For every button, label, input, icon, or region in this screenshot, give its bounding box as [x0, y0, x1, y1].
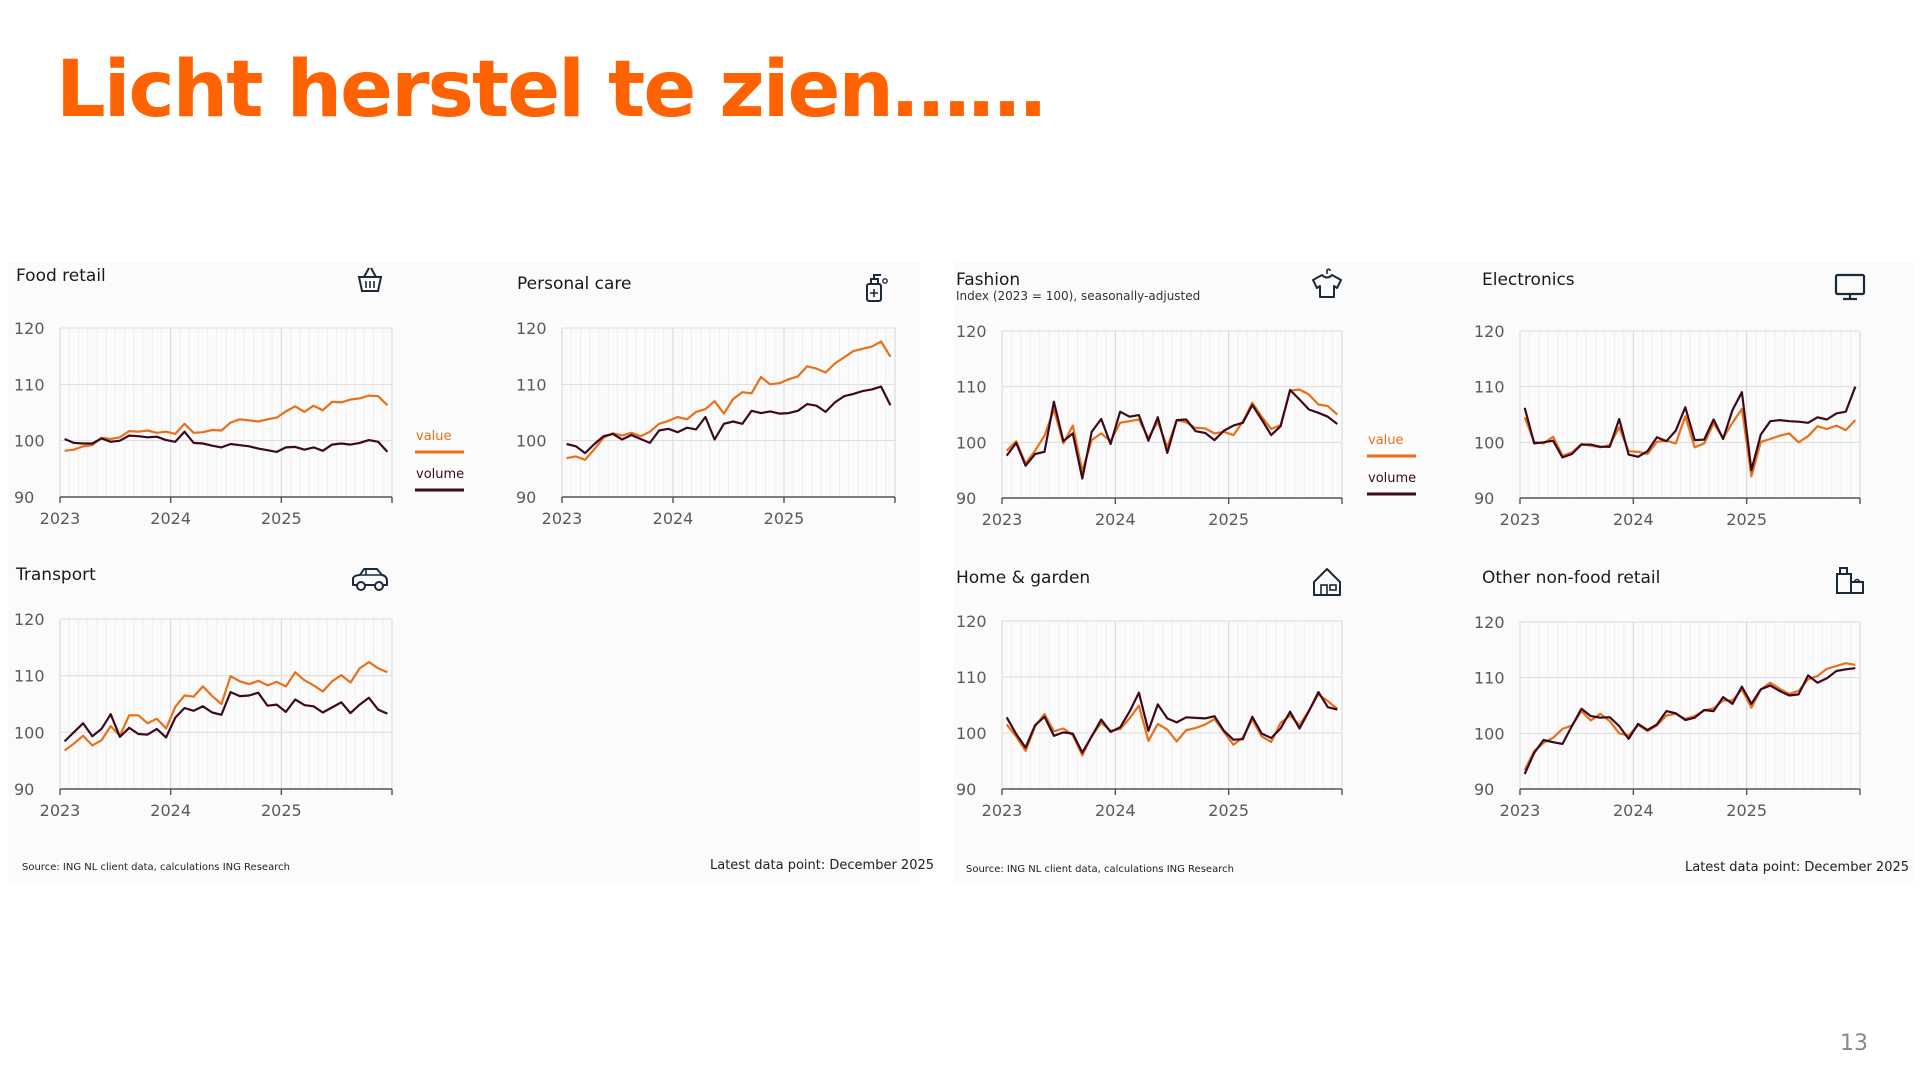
chart-home-garden: Home & garden 90 100 110 120 2023 2024 2025	[956, 568, 1343, 820]
legend-value-label: value	[416, 429, 452, 444]
y-tick-label: 120	[1474, 322, 1505, 341]
x-tick-label: 2023	[542, 509, 583, 528]
y-tick-label: 120	[14, 319, 45, 338]
y-tick-label: 110	[1474, 669, 1505, 688]
source-note-right: Source: ING NL client data, calculations…	[966, 864, 1234, 875]
y-tick-label: 100	[14, 432, 45, 451]
y-tick-label: 120	[516, 319, 547, 338]
x-tick-label: 2025	[1726, 510, 1767, 529]
x-tick-label: 2024	[1613, 510, 1654, 529]
sanitizer-icon	[866, 274, 888, 302]
legend-volume-label: volume	[416, 467, 464, 482]
x-tick-label: 2024	[1095, 510, 1136, 529]
x-tick-label: 2024	[653, 509, 694, 528]
slide-title: Licht herstel te zien……	[56, 45, 1046, 135]
x-tick-label: 2025	[261, 509, 302, 528]
chart-title: Transport	[15, 565, 96, 585]
x-tick-label: 2024	[1613, 801, 1654, 820]
right-panel-background	[954, 262, 1914, 884]
source-note-left: Source: ING NL client data, calculations…	[22, 862, 290, 873]
y-tick-label: 120	[1474, 613, 1505, 632]
car-icon	[352, 568, 388, 591]
y-tick-label: 90	[956, 489, 976, 508]
y-tick-label: 110	[516, 375, 547, 394]
x-tick-label: 2024	[150, 509, 191, 528]
y-tick-label: 100	[1474, 724, 1505, 743]
y-tick-label: 110	[14, 667, 45, 686]
y-tick-label: 100	[956, 724, 987, 743]
shirt-icon	[1312, 268, 1342, 298]
latest-data-note-right: Latest data point: December 2025	[1685, 860, 1910, 875]
chart-title: Home & garden	[956, 568, 1090, 588]
x-tick-label: 2023	[40, 509, 81, 528]
legend-value-label: value	[1368, 433, 1404, 448]
x-tick-label: 2025	[1726, 801, 1767, 820]
x-tick-label: 2025	[1208, 801, 1249, 820]
monitor-icon	[1834, 273, 1866, 301]
basket-icon	[357, 267, 383, 292]
y-tick-label: 100	[516, 432, 547, 451]
y-tick-label: 90	[516, 488, 536, 507]
x-tick-label: 2023	[1500, 801, 1541, 820]
chart-title: Electronics	[1482, 270, 1575, 290]
x-tick-label: 2025	[764, 509, 805, 528]
y-tick-label: 90	[956, 780, 976, 799]
y-tick-label: 100	[14, 723, 45, 742]
y-tick-label: 90	[14, 488, 34, 507]
chart-transport: Transport 90 100 110 120 2023 2024 2025	[14, 565, 393, 820]
y-tick-label: 120	[956, 322, 987, 341]
series-line-volume	[63, 691, 388, 743]
y-tick-label: 110	[14, 375, 45, 394]
x-tick-label: 2023	[40, 801, 81, 820]
legend-volume-label: volume	[1368, 471, 1416, 486]
series-line-volume	[1523, 386, 1857, 472]
series-line-value	[64, 394, 389, 452]
page-number: 13	[1840, 1031, 1868, 1056]
y-tick-label: 90	[1474, 780, 1494, 799]
y-tick-label: 120	[956, 612, 987, 631]
chart-other-non-food-retail: Other non-food retail 90 100 110 120 2023 2024…	[1474, 567, 1864, 820]
chart-title: Fashion	[956, 270, 1020, 290]
latest-data-note-left: Latest data point: December 2025	[710, 858, 935, 873]
chart-electronics: Electronics 90 100 110 120 2023 2024 2025	[1474, 270, 1866, 529]
series-line-volume	[64, 430, 389, 453]
y-tick-label: 110	[1474, 378, 1505, 397]
series-line-value	[566, 340, 892, 461]
series-line-value	[1005, 693, 1338, 757]
chart-personal-care: Personal care 90 100 110 120 2023 2024 2025	[516, 274, 896, 528]
series-line-volume	[1005, 388, 1338, 480]
x-tick-label: 2023	[982, 510, 1023, 529]
x-tick-label: 2025	[261, 801, 302, 820]
y-tick-label: 110	[956, 378, 987, 397]
series-line-volume	[1005, 691, 1338, 754]
left-panel-background	[8, 262, 920, 884]
chart-food-retail: Food retail 90 100 110 120 2023 2024 2025 value v…	[14, 266, 464, 528]
series-line-volume	[566, 385, 892, 455]
chart-title: Personal care	[517, 274, 632, 294]
chart-subtitle: Index (2023 = 100), seasonally-adjusted	[956, 289, 1200, 303]
y-tick-label: 100	[1474, 433, 1505, 452]
shopping-bag-icon	[1836, 567, 1864, 594]
y-tick-label: 120	[14, 610, 45, 629]
y-tick-label: 90	[1474, 489, 1494, 508]
x-tick-label: 2023	[982, 801, 1023, 820]
x-tick-label: 2024	[150, 801, 191, 820]
x-tick-label: 2025	[1208, 510, 1249, 529]
chart-title: Food retail	[16, 266, 106, 286]
series-line-volume	[1523, 667, 1856, 775]
y-tick-label: 100	[956, 433, 987, 452]
y-tick-label: 90	[14, 780, 34, 799]
chart-title: Other non-food retail	[1482, 568, 1660, 588]
y-tick-label: 110	[956, 668, 987, 687]
x-tick-label: 2024	[1095, 801, 1136, 820]
x-tick-label: 2023	[1500, 510, 1541, 529]
house-icon	[1313, 568, 1341, 596]
